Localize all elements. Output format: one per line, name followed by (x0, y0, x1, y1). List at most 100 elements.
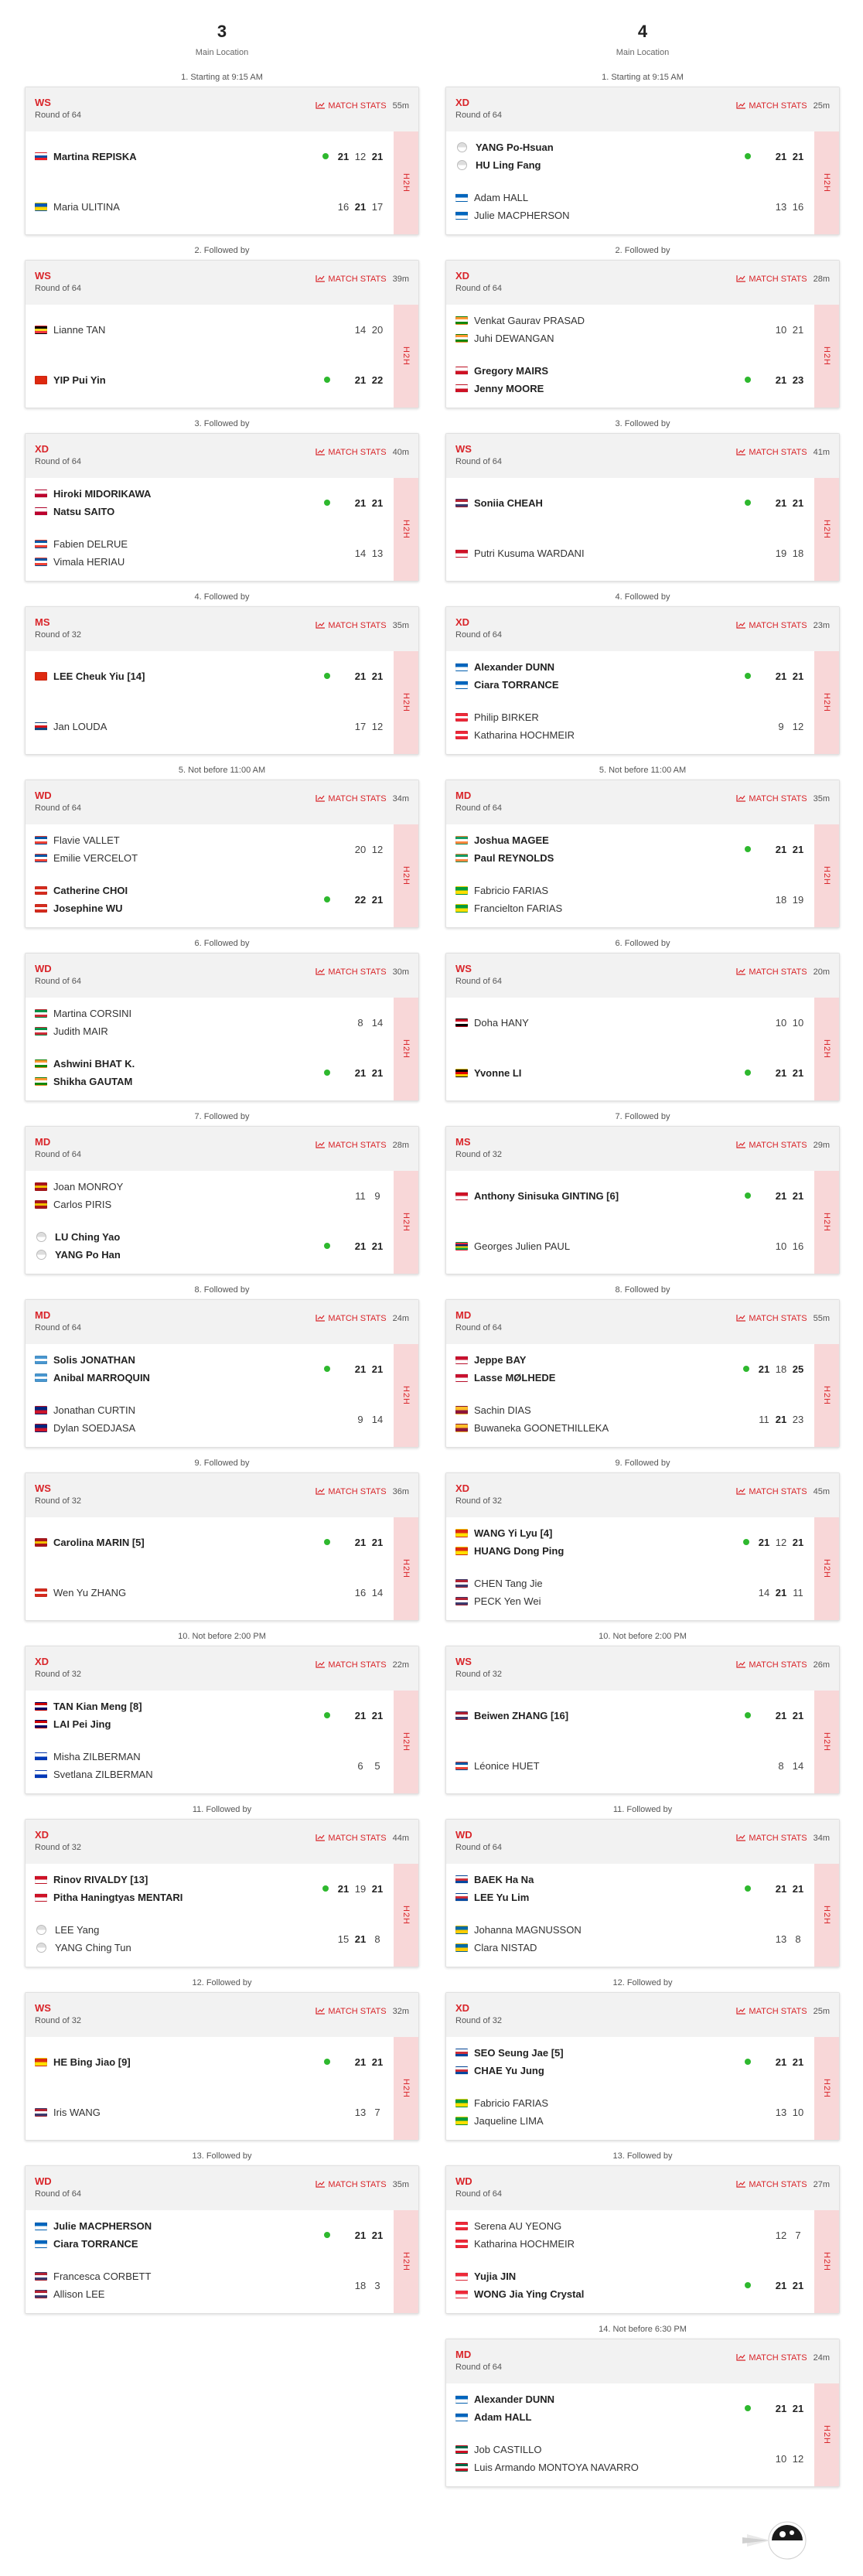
match-stats-link[interactable]: MATCH STATS (316, 1487, 387, 1496)
match-stats-link[interactable]: MATCH STATS (316, 101, 387, 111)
player-name[interactable]: Jeppe BAY (474, 1354, 527, 1366)
match-stats-link[interactable]: MATCH STATS (316, 794, 387, 804)
player-name[interactable]: Hiroki MIDORIKAWA (53, 488, 152, 500)
match-card[interactable]: MS Round of 32 MATCH STATS 35m LEE Cheuk Yiu… (25, 606, 419, 755)
player-name[interactable]: Buwaneka GOONETHILLEKA (474, 1422, 609, 1434)
player-name[interactable]: PECK Yen Wei (474, 1595, 541, 1607)
match-card[interactable]: WD Round of 64 MATCH STATS 30m Martina CORSI… (25, 953, 419, 1101)
player-name[interactable]: Job CASTILLO (474, 2444, 542, 2455)
player-name[interactable]: Venkat Gaurav PRASAD (474, 315, 585, 326)
player-name[interactable]: CHEN Tang Jie (474, 1578, 543, 1589)
player-name[interactable]: Anthony Sinisuka GINTING [6] (474, 1189, 619, 1202)
player-name[interactable]: Doha HANY (474, 1016, 529, 1029)
player-name[interactable]: Solis JONATHAN (53, 1354, 135, 1366)
h2h-button[interactable]: H2H (814, 2210, 839, 2313)
match-card[interactable]: MD Round of 64 MATCH STATS 28m Joan MONROY Ca… (25, 1126, 419, 1274)
player-name[interactable]: Jan LOUDA (53, 720, 107, 732)
player-name[interactable]: YIP Pui Yin (53, 374, 106, 386)
match-card[interactable]: XD Round of 32 MATCH STATS 45m WANG Yi Lyu [… (445, 1472, 840, 1621)
player-name[interactable]: Katharina HOCHMEIR (474, 729, 575, 741)
h2h-button[interactable]: H2H (814, 651, 839, 754)
player-name[interactable]: Fabien DELRUE (53, 538, 128, 550)
player-name[interactable]: Svetlana ZILBERMAN (53, 1769, 153, 1780)
h2h-button[interactable]: H2H (394, 131, 418, 234)
player-name[interactable]: Emilie VERCELOT (53, 852, 138, 864)
player-name[interactable]: Carlos PIRIS (53, 1199, 112, 1210)
player-name[interactable]: WONG Jia Ying Crystal (474, 2288, 585, 2300)
match-stats-link[interactable]: MATCH STATS (316, 275, 387, 284)
h2h-button[interactable]: H2H (814, 998, 839, 1100)
match-card[interactable]: WS Round of 32 MATCH STATS 26m Beiwen ZHANG … (445, 1646, 840, 1794)
player-name[interactable]: Shikha GAUTAM (53, 1076, 133, 1087)
player-name[interactable]: Catherine CHOI (53, 885, 128, 896)
player-name[interactable]: Yujia JIN (474, 2271, 517, 2282)
h2h-button[interactable]: H2H (814, 1171, 839, 1274)
match-stats-link[interactable]: MATCH STATS (736, 1141, 807, 1150)
match-stats-link[interactable]: MATCH STATS (316, 1314, 387, 1323)
match-stats-link[interactable]: MATCH STATS (736, 967, 807, 977)
player-name[interactable]: Katharina HOCHMEIR (474, 2238, 575, 2250)
player-name[interactable]: Putri Kusuma WARDANI (474, 547, 585, 559)
player-name[interactable]: HU Ling Fang (476, 159, 541, 171)
h2h-button[interactable]: H2H (394, 1344, 418, 1447)
match-card[interactable]: WD Round of 64 MATCH STATS 27m Serena AU YEO… (445, 2165, 840, 2314)
match-stats-link[interactable]: MATCH STATS (736, 1487, 807, 1496)
h2h-button[interactable]: H2H (814, 305, 839, 408)
player-name[interactable]: Ashwini BHAT K. (53, 1058, 135, 1070)
match-card[interactable]: XD Round of 64 MATCH STATS 40m Hiroki MIDORI… (25, 433, 419, 582)
player-name[interactable]: Lianne TAN (53, 323, 106, 336)
match-card[interactable]: XD Round of 32 MATCH STATS 25m SEO Seung Jae… (445, 1992, 840, 2141)
match-card[interactable]: MD Round of 64 MATCH STATS 24m Alexander DUN… (445, 2339, 840, 2487)
h2h-button[interactable]: H2H (394, 651, 418, 754)
player-name[interactable]: Jonathan CURTIN (53, 1404, 135, 1416)
h2h-button[interactable]: H2H (394, 478, 418, 581)
player-name[interactable]: Philip BIRKER (474, 711, 539, 723)
player-name[interactable]: Lasse MØLHEDE (474, 1372, 556, 1384)
player-name[interactable]: LU Ching Yao (55, 1231, 121, 1243)
match-stats-link[interactable]: MATCH STATS (736, 1834, 807, 1843)
h2h-button[interactable]: H2H (814, 131, 839, 234)
player-name[interactable]: Ciara TORRANCE (474, 679, 559, 691)
match-stats-link[interactable]: MATCH STATS (736, 1314, 807, 1323)
match-stats-link[interactable]: MATCH STATS (736, 621, 807, 630)
player-name[interactable]: Josephine WU (53, 902, 123, 914)
h2h-button[interactable]: H2H (394, 305, 418, 408)
player-name[interactable]: Fabricio FARIAS (474, 2097, 549, 2109)
player-name[interactable]: Maria ULITINA (53, 200, 120, 213)
player-name[interactable]: Carolina MARIN [5] (53, 1536, 145, 1548)
match-stats-link[interactable]: MATCH STATS (736, 1660, 807, 1670)
player-name[interactable]: WANG Yi Lyu [4] (474, 1527, 553, 1539)
match-card[interactable]: WS Round of 64 MATCH STATS 20m Doha HANY 10 10… (445, 953, 840, 1101)
player-name[interactable]: Paul REYNOLDS (474, 852, 554, 864)
h2h-button[interactable]: H2H (814, 1344, 839, 1447)
player-name[interactable]: Iris WANG (53, 2106, 101, 2118)
h2h-button[interactable]: H2H (394, 1864, 418, 1967)
player-name[interactable]: Martina CORSINI (53, 1008, 132, 1019)
player-name[interactable]: Pitha Haningtyas MENTARI (53, 1892, 183, 1903)
player-name[interactable]: Serena AU YEONG (474, 2220, 562, 2232)
match-card[interactable]: WD Round of 64 MATCH STATS 34m BAEK Ha Na LEE… (445, 1819, 840, 1967)
player-name[interactable]: SEO Seung Jae [5] (474, 2047, 564, 2059)
player-name[interactable]: HUANG Dong Ping (474, 1545, 565, 1557)
player-name[interactable]: Juhi DEWANGAN (474, 333, 554, 344)
h2h-button[interactable]: H2H (814, 478, 839, 581)
match-card[interactable]: WS Round of 32 MATCH STATS 32m HE Bing Jiao … (25, 1992, 419, 2141)
player-name[interactable]: Adam HALL (474, 192, 529, 203)
player-name[interactable]: Vimala HERIAU (53, 556, 125, 568)
h2h-button[interactable]: H2H (394, 1517, 418, 1620)
match-stats-link[interactable]: MATCH STATS (316, 1660, 387, 1670)
player-name[interactable]: YANG Po-Hsuan (476, 142, 554, 153)
match-card[interactable]: WD Round of 64 MATCH STATS 35m Julie MACPHER… (25, 2165, 419, 2314)
player-name[interactable]: Sachin DIAS (474, 1404, 531, 1416)
match-stats-link[interactable]: MATCH STATS (316, 967, 387, 977)
match-stats-link[interactable]: MATCH STATS (736, 2180, 807, 2189)
player-name[interactable]: Soniia CHEAH (474, 496, 543, 509)
player-name[interactable]: HE Bing Jiao [9] (53, 2056, 131, 2068)
player-name[interactable]: Julie MACPHERSON (474, 210, 570, 221)
player-name[interactable]: Julie MACPHERSON (53, 2220, 152, 2232)
h2h-button[interactable]: H2H (394, 2210, 418, 2313)
player-name[interactable]: CHAE Yu Jung (474, 2065, 544, 2076)
player-name[interactable]: BAEK Ha Na (474, 1874, 534, 1885)
h2h-button[interactable]: H2H (394, 1171, 418, 1274)
h2h-button[interactable]: H2H (814, 824, 839, 927)
